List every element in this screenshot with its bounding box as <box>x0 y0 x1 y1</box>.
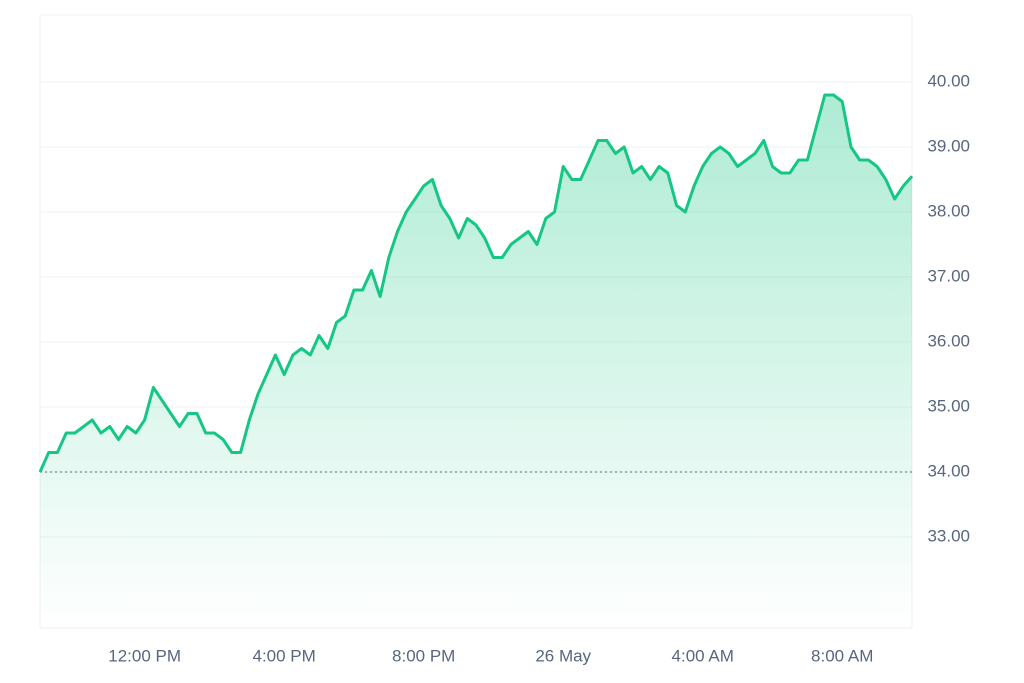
y-tick-label: 33.00 <box>927 526 970 545</box>
y-tick-label: 34.00 <box>927 461 970 480</box>
area <box>40 95 912 628</box>
x-tick-label: 8:00 AM <box>811 646 873 665</box>
y-tick-label: 40.00 <box>927 71 970 90</box>
y-tick-label: 36.00 <box>927 331 970 350</box>
x-tick-label: 4:00 PM <box>253 646 316 665</box>
y-tick-label: 39.00 <box>927 136 970 155</box>
x-tick-label: 4:00 AM <box>672 646 734 665</box>
price-line <box>38 93 914 473</box>
x-tick-label: 8:00 PM <box>392 646 455 665</box>
y-tick-label: 37.00 <box>927 266 970 285</box>
y-tick-label: 38.00 <box>927 201 970 220</box>
y-tick-label: 35.00 <box>927 396 970 415</box>
x-tick-label: 26 May <box>535 646 591 665</box>
x-tick-label: 12:00 PM <box>108 646 181 665</box>
